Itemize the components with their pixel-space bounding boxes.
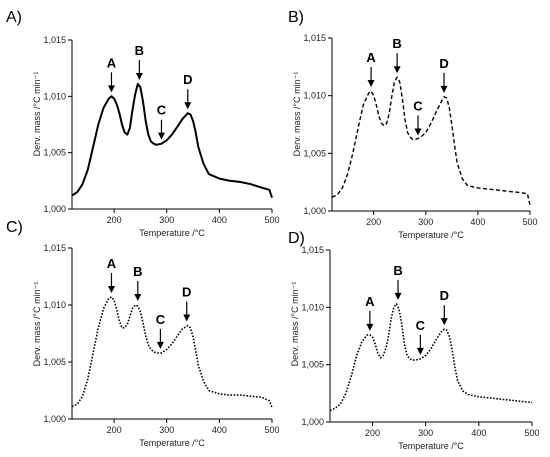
peak-label-d: D <box>439 56 448 71</box>
peak-arrow-head <box>414 128 422 136</box>
peak-label-a: A <box>365 294 375 309</box>
panel-label: A) <box>6 9 22 26</box>
series-line <box>331 76 531 206</box>
x-tick-label: 500 <box>524 428 539 438</box>
x-tick-label: 500 <box>264 425 279 435</box>
y-tick-label: 1,005 <box>301 360 324 370</box>
y-tick-label: 1,005 <box>43 148 66 158</box>
peak-label-a: A <box>107 55 117 70</box>
x-tick-label: 300 <box>159 215 174 225</box>
peak-label-b: B <box>135 43 144 58</box>
peak-label-c: C <box>416 318 426 333</box>
y-tick-label: 1,015 <box>43 243 66 253</box>
peak-label-a: A <box>366 50 376 65</box>
peak-arrow-head <box>107 85 115 93</box>
y-tick-label: 1,005 <box>43 357 66 367</box>
peak-label-d: D <box>182 285 191 300</box>
y-tick-label: 1,000 <box>303 206 326 216</box>
peak-arrow-head <box>393 66 401 74</box>
y-tick-label: 1,010 <box>43 300 66 310</box>
y-axis-title: Derv. mass /°C min⁻¹ <box>32 72 42 157</box>
x-axis-title: Temperature /°C <box>398 230 464 240</box>
chart-panel-3: C) 200 300 400 500 1,000 1,005 1,010 1,015 Temper… <box>6 219 280 448</box>
peak-arrow-head <box>440 85 448 93</box>
y-tick-label: 1,000 <box>43 414 66 424</box>
peak-label-b: B <box>392 36 401 51</box>
y-tick-label: 1,000 <box>43 204 66 214</box>
peak-arrow-head <box>367 80 375 88</box>
x-tick-label: 300 <box>159 425 174 435</box>
x-tick-label: 500 <box>522 217 537 227</box>
peak-label-d: D <box>183 72 192 87</box>
peak-label-c: C <box>413 98 423 113</box>
x-axis-title: Temperature /°C <box>398 441 464 451</box>
y-tick-label: 1,015 <box>301 245 324 255</box>
x-axis-title: Temperature /°C <box>139 228 205 238</box>
peak-arrow-head <box>157 132 165 140</box>
y-tick-label: 1,010 <box>303 91 326 101</box>
peak-label-b: B <box>393 263 402 278</box>
x-tick-label: 200 <box>366 217 381 227</box>
chart-panel-1: A) 200 300 400 500 1,000 1,005 1,010 1,015 Temper… <box>6 9 280 238</box>
peak-arrow-head <box>416 347 424 355</box>
y-tick-label: 1,010 <box>301 302 324 312</box>
panel-label: D) <box>288 230 305 247</box>
peak-arrow-head <box>184 102 192 110</box>
panel-label: C) <box>6 219 23 236</box>
x-tick-label: 400 <box>212 425 227 435</box>
peak-arrow-head <box>107 286 115 294</box>
x-tick-label: 400 <box>212 215 227 225</box>
y-tick-label: 1,005 <box>303 148 326 158</box>
x-tick-label: 400 <box>470 217 485 227</box>
peak-arrow-head <box>440 318 448 326</box>
peak-label-c: C <box>156 312 166 327</box>
series-line <box>71 296 273 408</box>
peak-arrow-head <box>156 341 164 349</box>
peak-arrow-head <box>366 323 374 331</box>
peak-arrow-head <box>394 292 402 300</box>
series-line <box>71 82 273 199</box>
y-axis-title: Derv. mass /°C min⁻¹ <box>290 282 300 367</box>
x-axis-title: Temperature /°C <box>139 438 205 448</box>
peak-arrow-head <box>134 294 142 301</box>
y-axis-title: Derv. mass /°C min⁻¹ <box>32 282 42 367</box>
x-tick-label: 300 <box>418 217 433 227</box>
peak-label-b: B <box>133 264 142 279</box>
series-line <box>329 303 533 412</box>
peak-label-d: D <box>440 288 449 303</box>
x-tick-label: 500 <box>264 215 279 225</box>
peak-arrow-head <box>135 72 143 80</box>
y-tick-label: 1,015 <box>43 35 66 45</box>
panel-label: B) <box>288 9 304 26</box>
x-tick-label: 400 <box>471 428 486 438</box>
y-tick-label: 1,010 <box>43 91 66 101</box>
x-tick-label: 200 <box>365 428 380 438</box>
peak-arrow-head <box>183 314 191 322</box>
y-axis-title: Derv. mass /°C min⁻¹ <box>292 72 302 157</box>
peak-label-a: A <box>107 256 117 271</box>
peak-label-c: C <box>157 103 167 118</box>
y-tick-label: 1,000 <box>301 417 324 427</box>
chart-panel-4: D) 200 300 400 500 1,000 1,005 1,010 1,015 Temper… <box>288 230 540 451</box>
x-tick-label: 200 <box>107 215 122 225</box>
chart-panel-2: B) 200 300 400 500 1,000 1,005 1,010 1,015 Temper… <box>288 9 538 240</box>
y-tick-label: 1,015 <box>303 33 326 43</box>
x-tick-label: 200 <box>107 425 122 435</box>
x-tick-label: 300 <box>418 428 433 438</box>
